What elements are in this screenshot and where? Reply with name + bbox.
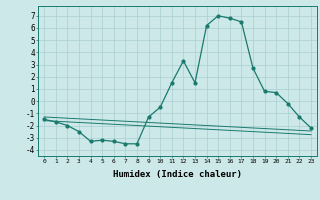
X-axis label: Humidex (Indice chaleur): Humidex (Indice chaleur): [113, 170, 242, 179]
